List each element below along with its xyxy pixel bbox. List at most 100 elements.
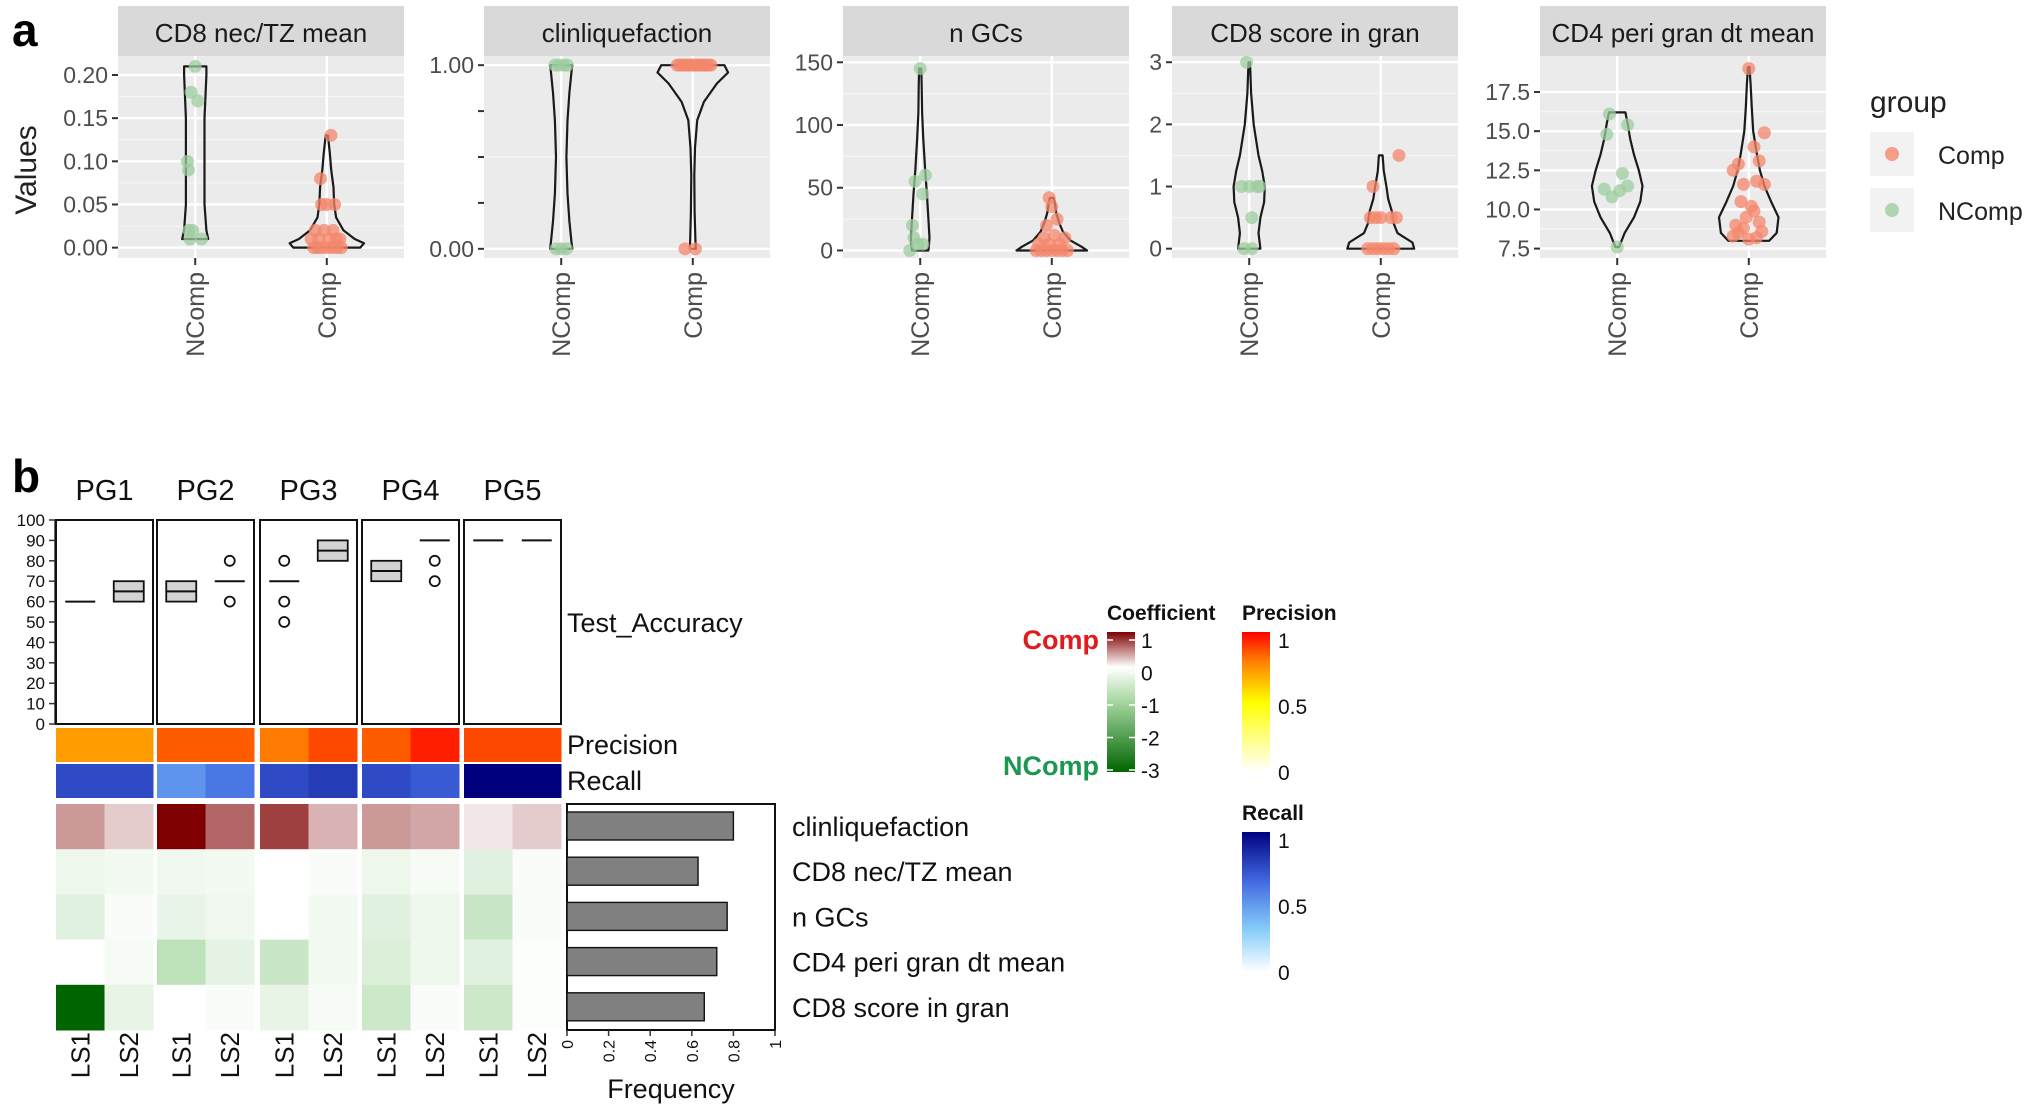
point-ncomp [1621, 118, 1635, 132]
pg-group-pg1: PG1 LS1 LS2 [55, 475, 154, 1078]
coefficient-cell [410, 984, 460, 1031]
coef-legend-tick-label: -2 [1141, 728, 1160, 751]
accuracy-box-frame [156, 519, 255, 725]
point-comp [1047, 228, 1061, 242]
frequency-bar [566, 992, 705, 1022]
y-tick-label: 0.20 [63, 62, 108, 88]
frequency-x-tick-label: 1 [768, 1040, 785, 1049]
precision-cell [308, 728, 358, 762]
frequency-xlabel: Frequency [607, 1074, 735, 1104]
pg-group-pg3: PG3 LS1 LS2 [259, 475, 358, 1078]
ls-label: LS1 [166, 1032, 196, 1078]
facet-plot-area [1172, 56, 1458, 258]
pg-group-pg5: PG5 LS1 LS2 [463, 475, 562, 1078]
facet-title: CD8 score in gran [1210, 18, 1420, 48]
y-tick-label: 0.05 [63, 191, 108, 217]
coef-legend-title: Coefficient [1107, 602, 1216, 625]
facet-1: clinliquefaction 0.00 1.00 NComp Comp [429, 6, 770, 357]
facet-title: n GCs [949, 18, 1023, 48]
x-tick-label-comp: Comp [1736, 272, 1764, 339]
facet-2: n GCs 0 50 100 150 NComp Comp [795, 6, 1129, 357]
facet-strip [843, 6, 1129, 56]
facet-3: CD8 score in gran 0 1 2 3 NComp Comp [1149, 6, 1458, 357]
frequency-bar [566, 946, 718, 977]
point-ncomp [181, 163, 195, 177]
ls-label: LS2 [420, 1032, 450, 1078]
y-tick-label: 1.00 [429, 52, 474, 78]
point-comp [328, 197, 342, 211]
violin-comp [656, 64, 730, 250]
panel-a-facets: CD8 nec/TZ mean 0.00 0.05 0.10 0.15 0.20 NComp… [63, 6, 1826, 357]
accuracy-box-frame [361, 519, 460, 725]
coefficient-cell [512, 939, 562, 986]
facet-0: CD8 nec/TZ mean 0.00 0.05 0.10 0.15 0.20 NComp… [63, 6, 404, 357]
recall-legend-bar [1242, 832, 1270, 972]
x-tick-label-comp: Comp [314, 272, 342, 339]
precision-cell [260, 728, 309, 762]
recall-legend-title: Recall [1242, 802, 1304, 825]
frequency-bar [566, 856, 699, 886]
x-tick-label-ncomp: NComp [907, 272, 935, 357]
point-comp [704, 58, 718, 72]
accuracy-outlier [428, 575, 441, 588]
group-legend: group Comp NComp [1870, 86, 2023, 232]
coefficient-cell [512, 849, 562, 895]
coefficient-cell [157, 804, 206, 850]
recall-cell [362, 764, 411, 798]
y-tick-label: 7.5 [1498, 236, 1530, 262]
point-ncomp [1600, 127, 1614, 141]
point-ncomp [916, 187, 930, 201]
x-tick-label-ncomp: NComp [182, 272, 210, 357]
accuracy-outlier [278, 554, 291, 567]
accuracy-y-tick-label: 70 [26, 572, 45, 591]
coef-legend-bar [1107, 632, 1135, 772]
point-comp [1366, 180, 1380, 194]
recall-cell [260, 764, 309, 798]
coefficient-cell [362, 804, 411, 850]
point-comp [1050, 212, 1064, 226]
ls-label: LS2 [114, 1032, 144, 1078]
violin-comp [1346, 154, 1416, 250]
coefficient-cell [308, 939, 358, 986]
coefficient-cell [157, 894, 206, 941]
frequency-x-tick-label: 0.2 [602, 1040, 619, 1062]
point-ncomp [1602, 107, 1616, 121]
accuracy-outlier [278, 616, 291, 628]
feature-label: CD4 peri gran dt mean [792, 948, 1065, 978]
precision-cell [56, 728, 105, 762]
y-tick-label: 12.5 [1485, 157, 1530, 183]
point-comp [1747, 140, 1761, 154]
coefficient-cell [464, 804, 513, 850]
point-comp [326, 223, 340, 237]
frequency-x-tick-label: 0.6 [685, 1040, 702, 1062]
precision-cell [512, 728, 562, 762]
y-tick-label: 0 [1149, 236, 1162, 262]
coef-legend-ticks: 1 0 -1 -2 -3 [1107, 630, 1160, 783]
point-ncomp [1615, 166, 1629, 180]
coef-legend-comp-label: Comp [1023, 625, 1100, 655]
x-tick-label-comp: Comp [680, 272, 708, 339]
point-ncomp [908, 174, 922, 188]
accuracy-y-tick-label: 20 [26, 674, 45, 693]
accuracy-y-tick-label: 50 [26, 613, 45, 632]
facet-plot-area [118, 56, 404, 258]
frequency-x-tick-label: 0.4 [643, 1040, 660, 1062]
coefficient-cell [56, 894, 105, 941]
y-tick-label: 0.10 [63, 148, 108, 174]
ls-label: LS1 [371, 1032, 401, 1078]
point-comp [678, 242, 692, 256]
y-tick-label: 100 [795, 112, 833, 138]
precision-legend-tick-label: 0 [1278, 762, 1290, 785]
group-legend-label-ncomp: NComp [1938, 198, 2023, 226]
point-ncomp [918, 168, 932, 182]
ls-label: LS2 [215, 1032, 245, 1078]
coefficient-cell [410, 894, 460, 941]
coefficient-cell [308, 849, 358, 895]
coefficient-cell [512, 894, 562, 941]
y-tick-label: 15.0 [1485, 118, 1530, 144]
coefficient-cell [512, 804, 562, 850]
point-ncomp [1610, 240, 1624, 254]
ls-label: LS2 [318, 1032, 348, 1078]
coefficient-cell [410, 849, 460, 895]
precision-row-label: Precision [567, 730, 678, 760]
